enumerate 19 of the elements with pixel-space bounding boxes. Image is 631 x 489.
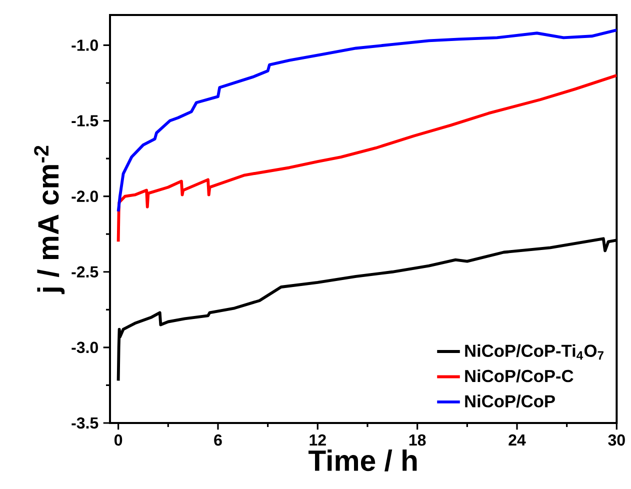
line-series <box>116 74 617 244</box>
y-tick-label: -3.5 <box>72 417 98 429</box>
x-tick-label: 18 <box>409 434 426 446</box>
x-tick-label: 0 <box>114 434 122 446</box>
y-tick-label: -1.5 <box>72 115 98 126</box>
legend-label: NiCoP/CoP <box>465 394 555 408</box>
y-tick-label: -1.0 <box>72 40 98 51</box>
legend-label: NiCoP/CoP-C <box>465 369 574 382</box>
y-tick-label: -2.5 <box>72 266 98 278</box>
y-tick-label: -2.0 <box>72 190 98 202</box>
y-axis-title: j / mA cm$^{-2}$ <box>34 146 65 294</box>
x-tick-label: 12 <box>310 434 326 446</box>
legend-label: NiCoP/CoP-Ti$_{4}$O$_{7}$ <box>465 344 604 360</box>
line-series <box>116 28 617 213</box>
x-axis-title: Time / h <box>308 450 417 472</box>
x-tick-label: 24 <box>508 434 526 446</box>
x-tick-label: 6 <box>214 434 222 446</box>
y-tick-label: -3.0 <box>72 342 98 354</box>
x-tick-label: 30 <box>608 434 625 446</box>
